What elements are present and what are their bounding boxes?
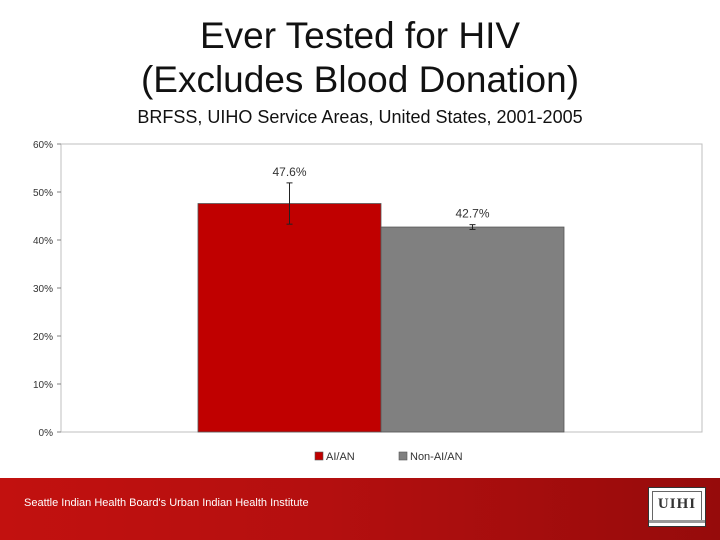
slide-title-line1: Ever Tested for HIV: [199, 15, 521, 56]
uihi-logo: UIHI: [648, 487, 706, 527]
logo-wordmark: UIHI: [657, 496, 697, 512]
legend-label: AI/AN: [326, 451, 355, 463]
bar-ai-an: [197, 203, 382, 433]
chart-panel: 0% 10% 20% 30% 40% 50% 60% 47.6% 42.7% AI/AN Non-A…: [18, 132, 703, 472]
data-label: 47.6%: [272, 165, 306, 179]
logo-underline: [649, 520, 705, 523]
slide-subtitle: BRFSS, UIHO Service Areas, United States…: [137, 107, 583, 127]
y-tick-label: 60%: [33, 140, 53, 151]
y-tick-label: 30%: [33, 284, 53, 295]
y-tick-label: 10%: [33, 380, 53, 391]
legend-swatch: [314, 451, 324, 461]
slide-title-line2: (Excludes Blood Donation): [140, 59, 580, 100]
y-tick-label: 50%: [33, 188, 53, 199]
y-tick-label: 0%: [39, 428, 54, 439]
legend-label: Non-AI/AN: [410, 451, 463, 463]
bar-non-ai-an: [380, 226, 565, 433]
legend-swatch: [398, 451, 408, 461]
footer-credit: Seattle Indian Health Board's Urban Indi…: [24, 497, 309, 509]
y-tick-label: 20%: [33, 332, 53, 343]
footer-band: [0, 478, 720, 540]
bar-chart: 0% 10% 20% 30% 40% 50% 60% 47.6% 42.7% AI/AN Non-A…: [33, 140, 703, 463]
data-label: 42.7%: [455, 207, 489, 221]
y-tick-label: 40%: [33, 236, 53, 247]
